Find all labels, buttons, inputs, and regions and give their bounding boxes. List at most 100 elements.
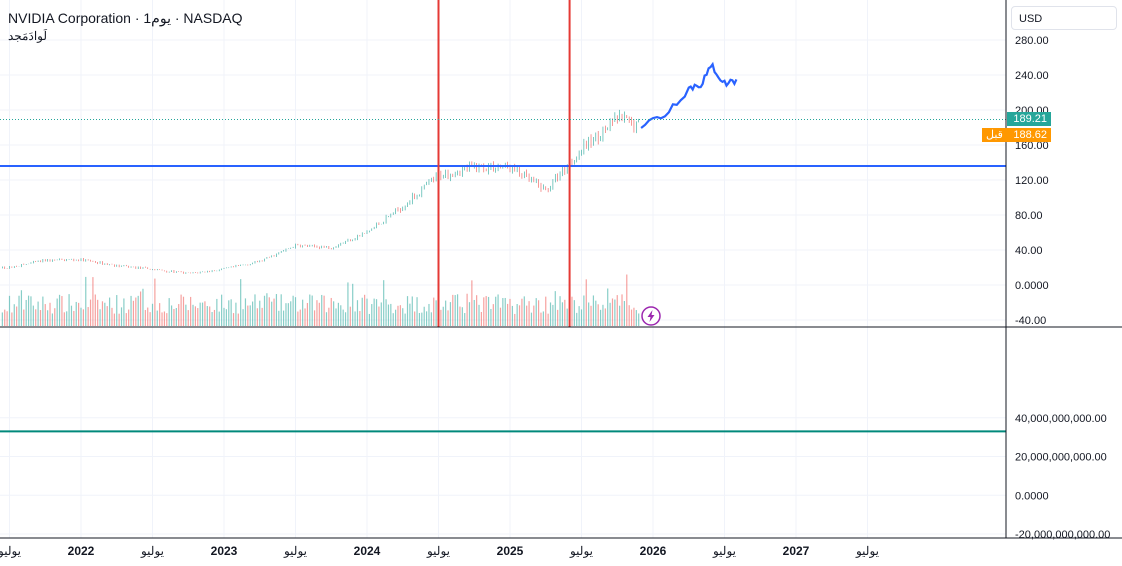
volume-bar	[178, 304, 180, 326]
volume-bar	[13, 304, 15, 326]
volume-bar	[397, 305, 399, 326]
volume-bar	[468, 302, 471, 326]
volume-bar	[187, 310, 189, 326]
volume-bar	[340, 305, 342, 326]
volume-bar	[542, 311, 544, 326]
volume-bar	[385, 299, 387, 326]
volume-bar	[349, 306, 351, 326]
volume-bar	[161, 312, 163, 326]
lightning-icon[interactable]	[641, 306, 661, 326]
volume-bar	[619, 305, 621, 326]
volume-bar	[504, 297, 506, 326]
previous-close-label: قبل	[986, 129, 1003, 141]
volume-bar	[185, 304, 187, 326]
volume-bar	[70, 305, 73, 326]
volume-bar	[607, 288, 609, 326]
volume-bar	[395, 309, 397, 326]
time-tick-label: 2024	[354, 544, 381, 558]
volume-bar	[37, 301, 39, 326]
volume-bar	[16, 306, 18, 326]
volume-bar	[268, 297, 270, 326]
volume-bar	[383, 280, 385, 326]
volume-bar	[287, 303, 289, 326]
volume-bar	[518, 305, 521, 326]
volume-bar	[447, 310, 449, 326]
volume-bar	[275, 294, 278, 326]
time-tick-label: يوليو	[569, 544, 593, 558]
volume-bar	[333, 301, 335, 326]
volume-bar	[526, 305, 528, 326]
volume-bar	[311, 295, 313, 326]
volume-bar	[271, 301, 273, 326]
volume-bar	[278, 310, 280, 326]
volume-bar	[616, 295, 618, 326]
volume-bar	[433, 297, 435, 326]
volume-tick-label: 40,000,000,000.00	[1015, 413, 1107, 425]
volume-bar	[1, 312, 3, 326]
volume-bar	[252, 301, 254, 326]
volume-bar	[44, 304, 46, 326]
volume-bar	[39, 310, 42, 326]
volume-bar	[170, 305, 173, 326]
vertical-markers[interactable]	[437, 0, 571, 327]
time-tick-label: 2025	[497, 544, 524, 558]
time-tick-label: يوليو	[712, 544, 736, 558]
volume-bar	[180, 294, 182, 326]
volume-bar	[54, 308, 56, 326]
volume-bar	[521, 298, 523, 326]
volume-bar	[342, 309, 344, 326]
volume-bar	[597, 304, 599, 326]
volume-bar	[4, 309, 6, 326]
volume-bar	[11, 312, 13, 326]
volume-bar	[68, 294, 70, 326]
volume-bar	[194, 306, 196, 326]
volume-bar	[201, 302, 204, 326]
volume-bar	[78, 302, 80, 326]
volume-axis[interactable]: 40,000,000,000.00 20,000,000,000.00 0.0000…	[1015, 413, 1110, 541]
volume-bar	[240, 279, 242, 326]
chart-legend: NVIDIA Corporation · 1يوم · NASDAQ لَواد…	[8, 10, 243, 43]
volume-bar	[368, 313, 370, 326]
volume-bar	[514, 313, 516, 326]
volume-bar	[566, 308, 568, 326]
volume-bar	[414, 311, 416, 326]
volume-bar	[254, 294, 256, 326]
volume-bar	[411, 296, 413, 326]
volume-bar	[423, 306, 425, 326]
volume-bar	[404, 313, 406, 326]
volume-bar	[230, 299, 232, 326]
volume-bar	[120, 307, 123, 326]
volume-bar	[30, 296, 32, 326]
volume-bar	[27, 295, 30, 326]
last-price-tag: 189.21	[1007, 112, 1051, 126]
volume-bar	[135, 297, 137, 326]
price-axis[interactable]: 280.00240.00200.00160.00120.0080.0040.00…	[1015, 35, 1049, 327]
currency-button[interactable]: USD	[1011, 6, 1117, 30]
time-axis[interactable]: يوليو 2022 يوليو 2023 يوليو 2024 يوليو 2025 يولي…	[0, 544, 879, 558]
volume-bar	[580, 309, 583, 326]
volume-bar	[182, 296, 185, 326]
volume-bar	[511, 305, 513, 326]
volume-bar	[221, 294, 223, 326]
chart-grid	[0, 0, 1006, 538]
time-tick-label: يوليو	[855, 544, 879, 558]
volume-bar	[364, 294, 366, 326]
volume-bar	[323, 295, 325, 326]
volume-bar	[456, 294, 459, 326]
volume-bar	[206, 306, 208, 326]
volume-bar	[502, 298, 504, 326]
volume-bar	[435, 300, 437, 326]
volume-bar	[20, 290, 23, 326]
volume-bar	[499, 307, 502, 326]
volume-bar	[49, 302, 51, 326]
volume-bar	[101, 301, 104, 326]
volume-bar	[483, 297, 485, 326]
volume-bar	[99, 309, 101, 326]
volume-bar	[490, 308, 492, 326]
volume-bar	[533, 305, 535, 326]
volume-bar	[159, 303, 161, 326]
symbol-title[interactable]: NVIDIA Corporation · 1يوم · NASDAQ	[8, 10, 243, 26]
time-tick-label: يوليو	[0, 544, 21, 558]
volume-bar	[294, 297, 297, 326]
